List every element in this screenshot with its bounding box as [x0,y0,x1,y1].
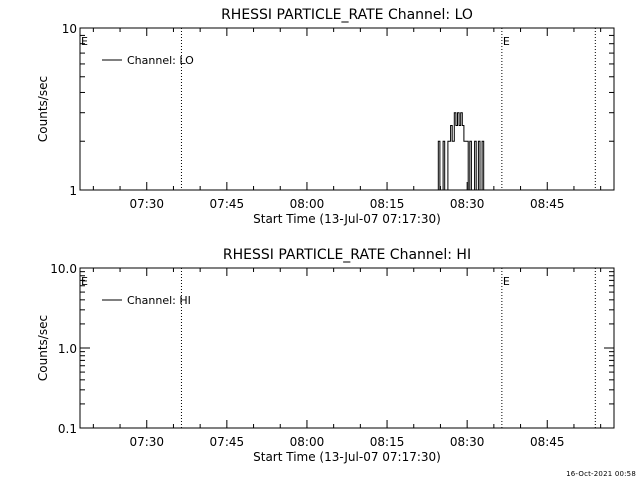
panel2-y-tick-label: 1.0 [58,342,77,356]
panel1-plot-frame [80,28,614,190]
panel1-x-tick-label: 08:00 [290,197,325,211]
panel2-event-label: E [503,275,510,288]
panel2-title: RHESSI PARTICLE_RATE Channel: HI [223,247,471,263]
footer-timestamp: 16-Oct-2021 00:58 [566,470,636,478]
panel1-x-tick-label: 07:45 [210,197,245,211]
panel1-series-line [438,113,483,190]
panel1-x-tick-label: 08:30 [450,197,485,211]
panel1-x-axis-label: Start Time (13-Jul-07 07:17:30) [253,212,441,226]
panel1-y-axis-label: Counts/sec [36,76,50,142]
panel1-x-tick-label: 08:45 [530,197,565,211]
panel2-legend-label: Channel: HI [127,294,191,307]
panel2-x-axis-label: Start Time (13-Jul-07 07:17:30) [253,450,441,464]
panel2-plot-frame [80,268,614,428]
panel1-x-tick-label: 07:30 [129,197,164,211]
panel2-y-axis-label: Counts/sec [36,315,50,381]
panel2-x-tick-label: 08:15 [370,435,405,449]
panel2-x-tick-label: 08:30 [450,435,485,449]
panel1-y-tick-label: 10 [62,22,77,36]
panel1-y-tick-label: 1 [69,184,77,198]
panel1-legend-label: Channel: LO [127,54,194,67]
panel1-event-label: E [503,35,510,48]
panel2-x-tick-label: 08:00 [290,435,325,449]
panel2-edge-event-label: E [81,275,88,288]
panel1-edge-event-label: E [81,35,88,48]
panel2-x-tick-label: 07:30 [129,435,164,449]
panel1-x-tick-label: 08:15 [370,197,405,211]
panel2-x-tick-label: 07:45 [210,435,245,449]
panel1-title: RHESSI PARTICLE_RATE Channel: LO [221,7,473,23]
panel2-x-tick-label: 08:45 [530,435,565,449]
panel2-y-tick-label: 10.0 [50,262,77,276]
panel2-y-tick-label: 0.1 [58,422,77,436]
